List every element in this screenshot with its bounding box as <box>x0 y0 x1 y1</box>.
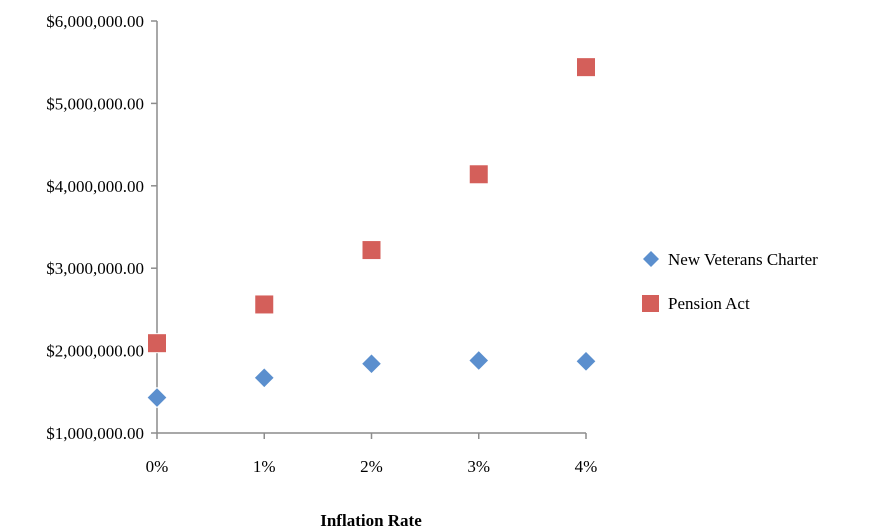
data-point <box>468 164 489 185</box>
y-tick-label: $6,000,000.00 <box>46 12 144 31</box>
y-tick-label: $2,000,000.00 <box>46 342 144 361</box>
data-point <box>147 333 167 354</box>
y-tick-label: $1,000,000.00 <box>46 424 144 443</box>
legend-marker <box>642 295 659 312</box>
data-point <box>468 349 490 372</box>
x-tick-label: 0% <box>146 457 169 476</box>
legend-marker <box>643 251 659 267</box>
x-tick-label: 3% <box>467 457 490 476</box>
data-points <box>146 57 597 409</box>
data-point <box>361 240 382 261</box>
data-point <box>575 350 597 373</box>
x-tick-label: 1% <box>253 457 276 476</box>
x-tick-label: 2% <box>360 457 383 476</box>
y-tick-label: $4,000,000.00 <box>46 177 144 196</box>
legend: New Veterans Charter Pension Act <box>642 250 818 313</box>
series-pension-act <box>147 57 596 354</box>
data-point <box>146 386 168 409</box>
y-tick-label: $3,000,000.00 <box>46 259 144 278</box>
data-point <box>254 294 275 315</box>
data-point <box>576 57 596 78</box>
series-new-veterans-charter <box>146 349 597 409</box>
data-point <box>360 353 383 375</box>
legend-label: New Veterans Charter <box>668 250 818 269</box>
x-tick-label: 4% <box>575 457 598 476</box>
y-tick-label: $5,000,000.00 <box>46 94 144 113</box>
x-axis-title: Inflation Rate <box>320 511 422 530</box>
legend-label: Pension Act <box>668 294 750 313</box>
y-axis: $1,000,000.00 $2,000,000.00 $3,000,000.00 $… <box>46 12 158 443</box>
x-axis: 0% 1% 2% 3% 4% <box>146 432 598 476</box>
data-point <box>253 367 275 389</box>
